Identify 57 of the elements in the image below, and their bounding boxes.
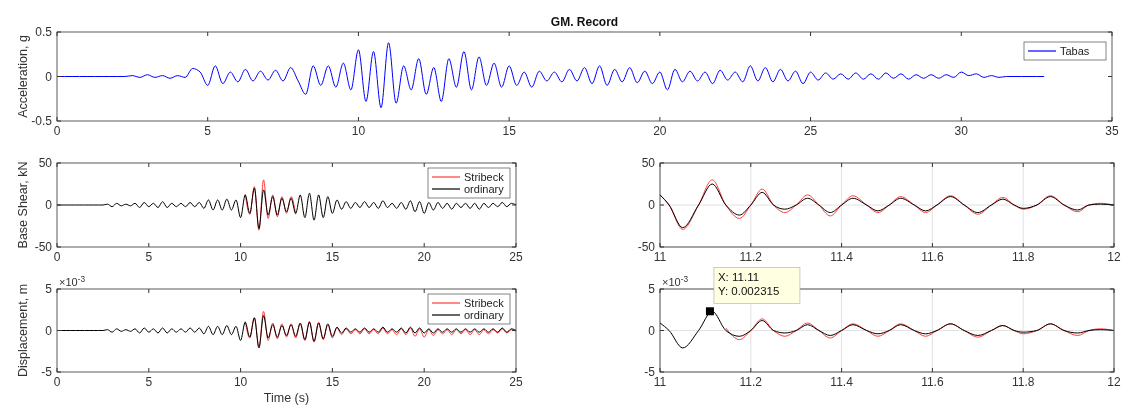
x-tick-label: 11.4: [830, 250, 854, 264]
x-tick-label: 11: [653, 250, 667, 264]
x-tick-label: 10: [351, 124, 366, 138]
x-tick-label: 25: [509, 375, 523, 389]
x-tick-label: 12: [1107, 375, 1121, 389]
y-tick-label: 50: [641, 156, 656, 170]
y-axis-title: Displacement, m: [16, 283, 30, 378]
x-tick-label: 5: [204, 124, 212, 138]
x-tick-label: 15: [502, 124, 517, 138]
x-tick-label: 11.6: [921, 250, 944, 264]
x-tick-label: 11.4: [830, 375, 854, 389]
x-tick-label: 20: [417, 250, 432, 264]
y-tick-label: 5: [45, 282, 53, 296]
x-axis-title: Time (s): [263, 391, 310, 405]
x-tick-label: 11.6: [921, 375, 944, 389]
x-tick-label: 25: [803, 124, 818, 138]
x-tick-label: 10: [233, 250, 248, 264]
legend-label: ordinary: [464, 309, 505, 321]
text: ×10$^{-3}$: [59, 274, 86, 288]
y-tick-label: 0: [648, 323, 656, 338]
text: ×10$^{-3}$: [662, 274, 689, 288]
legend-label: Tabas: [1060, 45, 1090, 57]
x-tick-label: 25: [509, 250, 523, 264]
x-tick-label: 5: [145, 375, 153, 389]
chart-title: GM. Record: [550, 15, 619, 29]
y-tick-label: 5: [648, 282, 656, 296]
y-tick-label: -5: [41, 365, 53, 379]
x-tick-label: 10: [233, 375, 248, 389]
y-tick-label: 0: [648, 198, 656, 212]
x-tick-label: 5: [145, 250, 153, 264]
y-tick-label: -0.5: [31, 114, 53, 128]
x-tick-label: 20: [653, 124, 667, 138]
x-tick-label: 35: [1105, 124, 1119, 138]
x-tick-label: 11.2: [739, 375, 763, 389]
y-axis-title: Base Shear, kN: [16, 161, 30, 249]
x-tick-label: 11.2: [739, 250, 763, 264]
y-tick-label: 0: [45, 323, 53, 338]
y-tick-label: -5: [644, 365, 656, 379]
y-axis-title: Acceleration, g: [16, 35, 30, 118]
y-tick-label: -50: [637, 240, 656, 254]
x-tick-label: 12: [1107, 250, 1121, 264]
y-tick-label: 0: [45, 69, 53, 84]
annotation: X: 11.11 Y: 0.002315: [717, 271, 780, 298]
y-tick-label: -50: [34, 240, 53, 254]
y-tick-label: 0: [45, 198, 53, 212]
x-tick-label: 20: [417, 375, 432, 389]
legend-label: Stribeck: [464, 171, 505, 183]
legend-label: Stribeck: [464, 297, 505, 309]
x-tick-label: 15: [325, 375, 340, 389]
y-tick-label: 0.5: [35, 25, 53, 39]
y-tick-label: 50: [38, 156, 53, 170]
x-tick-label: 11: [653, 375, 667, 389]
x-tick-label: 30: [954, 124, 969, 138]
x-tick-label: 11.8: [1011, 375, 1035, 389]
legend-label: ordinary: [464, 183, 505, 195]
x-tick-label: 11.8: [1011, 250, 1035, 264]
x-tick-label: 15: [325, 250, 340, 264]
